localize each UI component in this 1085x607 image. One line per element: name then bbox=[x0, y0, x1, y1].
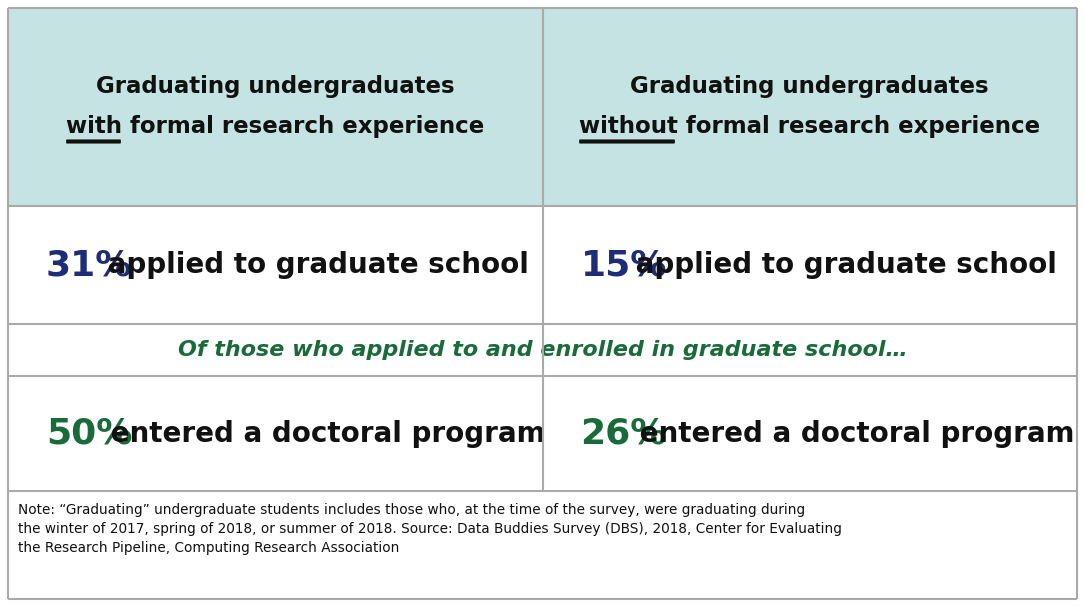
Text: Note: “Graduating” undergraduate students includes those who, at the time of the: Note: “Graduating” undergraduate student… bbox=[18, 503, 805, 517]
Text: the Research Pipeline, Computing Research Association: the Research Pipeline, Computing Researc… bbox=[18, 541, 399, 555]
Text: without formal research experience: without formal research experience bbox=[579, 115, 1041, 138]
Text: 15%: 15% bbox=[580, 248, 667, 282]
Text: applied to graduate school: applied to graduate school bbox=[98, 251, 528, 279]
Text: entered a doctoral program: entered a doctoral program bbox=[101, 419, 546, 447]
Text: 50%: 50% bbox=[46, 416, 132, 450]
Text: Graduating undergraduates: Graduating undergraduates bbox=[630, 75, 990, 98]
Text: entered a doctoral program: entered a doctoral program bbox=[630, 419, 1075, 447]
Text: Of those who applied to and enrolled in graduate school…: Of those who applied to and enrolled in … bbox=[178, 340, 907, 360]
Bar bbox=[8, 8, 1077, 206]
Bar bbox=[8, 206, 1077, 599]
Text: 26%: 26% bbox=[580, 416, 667, 450]
Text: with formal research experience: with formal research experience bbox=[66, 115, 484, 138]
Text: applied to graduate school: applied to graduate school bbox=[626, 251, 1058, 279]
Text: the winter of 2017, spring of 2018, or summer of 2018. Source: Data Buddies Surv: the winter of 2017, spring of 2018, or s… bbox=[18, 522, 842, 536]
Text: 31%: 31% bbox=[46, 248, 132, 282]
Text: Graduating undergraduates: Graduating undergraduates bbox=[95, 75, 455, 98]
